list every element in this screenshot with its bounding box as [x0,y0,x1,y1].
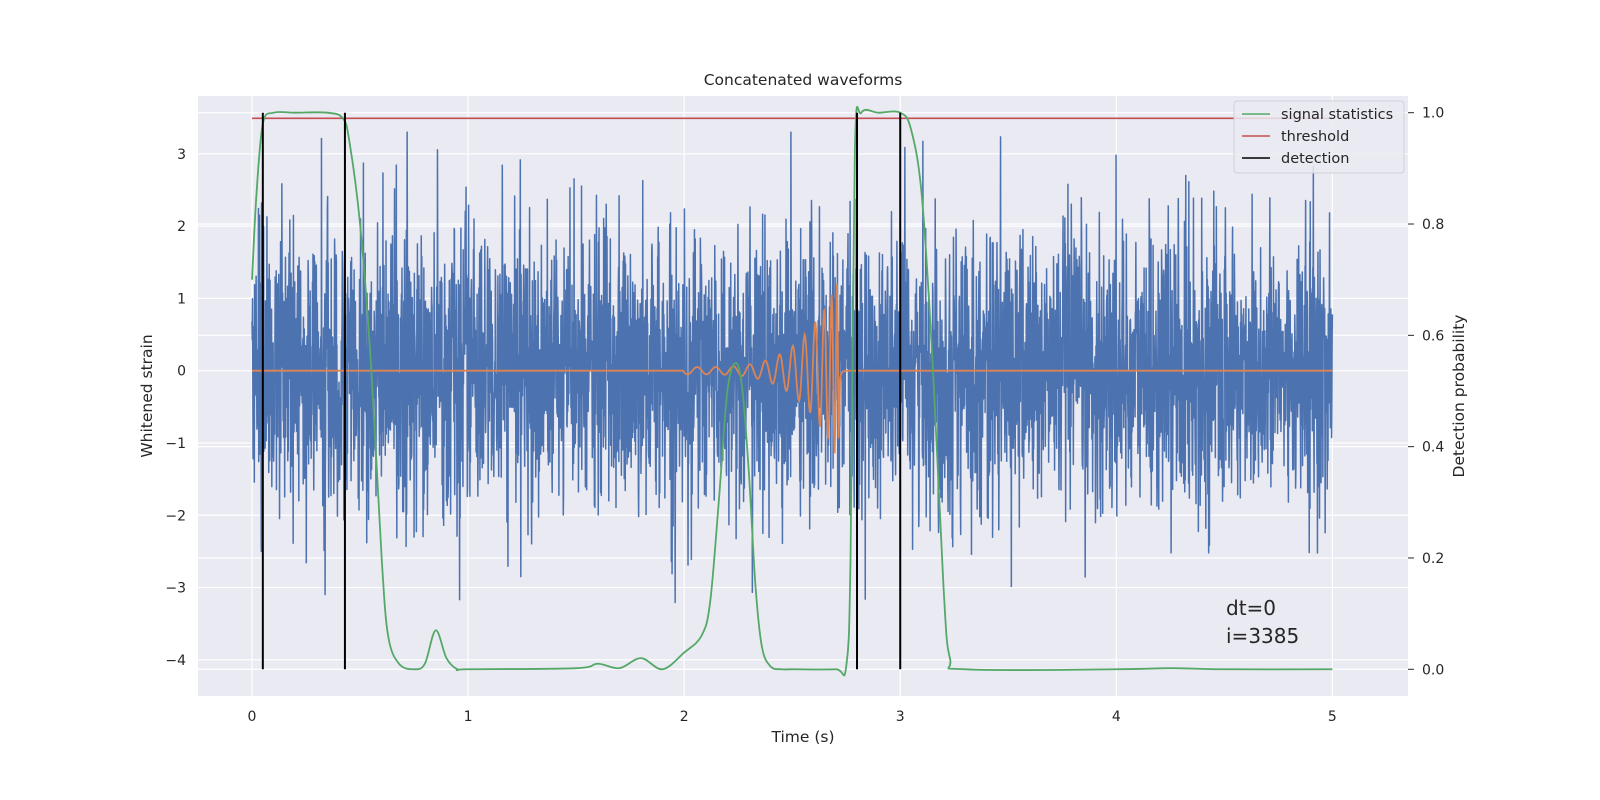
y-tick-label-7: 3 [177,147,186,163]
x-tick-label-2: 2 [680,709,689,725]
legend-label-signal-statistics: signal statistics [1281,107,1393,123]
annotation-index: i=3385 [1226,624,1299,648]
y-right-tick-label-2: 0.4 [1422,440,1444,456]
y-tick-label-0: −4 [165,653,186,669]
y-right-tick-label-0: 0.0 [1422,662,1444,678]
y-tick-label-5: 1 [177,291,186,307]
y-right-tick-label-3: 0.6 [1422,328,1444,344]
y-right-axis-ticks: 0.0 0.2 0.4 0.6 0.8 1.0 [1408,106,1444,678]
x-tick-label-3: 3 [896,709,905,725]
y-tick-label-6: 2 [177,219,186,235]
y-right-tick-label-5: 1.0 [1422,106,1444,122]
annotation-dt: dt=0 [1226,596,1276,620]
waveform-series-line [252,283,1333,454]
chart-title: Concatenated waveforms [704,71,903,89]
y-right-axis-label: Detection probability [1450,315,1468,478]
y-right-tick-label-4: 0.8 [1422,217,1444,233]
legend-label-threshold: threshold [1281,129,1349,145]
y-tick-label-3: −1 [165,436,186,452]
x-tick-label-5: 5 [1328,709,1337,725]
x-tick-label-1: 1 [464,709,473,725]
y-tick-label-2: −2 [165,508,186,524]
legend-label-detection: detection [1281,151,1349,167]
series-layer [251,105,1334,677]
x-axis-ticks: 0 1 2 3 4 5 [248,709,1337,725]
strain-series-line [251,131,1334,604]
y-tick-label-4: 0 [177,364,186,380]
x-tick-label-4: 4 [1112,709,1121,725]
y-axis-ticks: −4 −3 −2 −1 0 1 2 3 [165,147,186,669]
x-tick-label-0: 0 [248,709,257,725]
x-axis-label: Time (s) [770,728,834,746]
y-tick-label-1: −3 [165,581,186,597]
signal-statistics-line [251,105,1333,677]
y-right-tick-label-1: 0.2 [1422,551,1444,567]
legend: signal statistics threshold detection [1233,100,1405,174]
y-axis-label: Whitened strain [138,334,156,457]
legend-box [1233,100,1405,174]
